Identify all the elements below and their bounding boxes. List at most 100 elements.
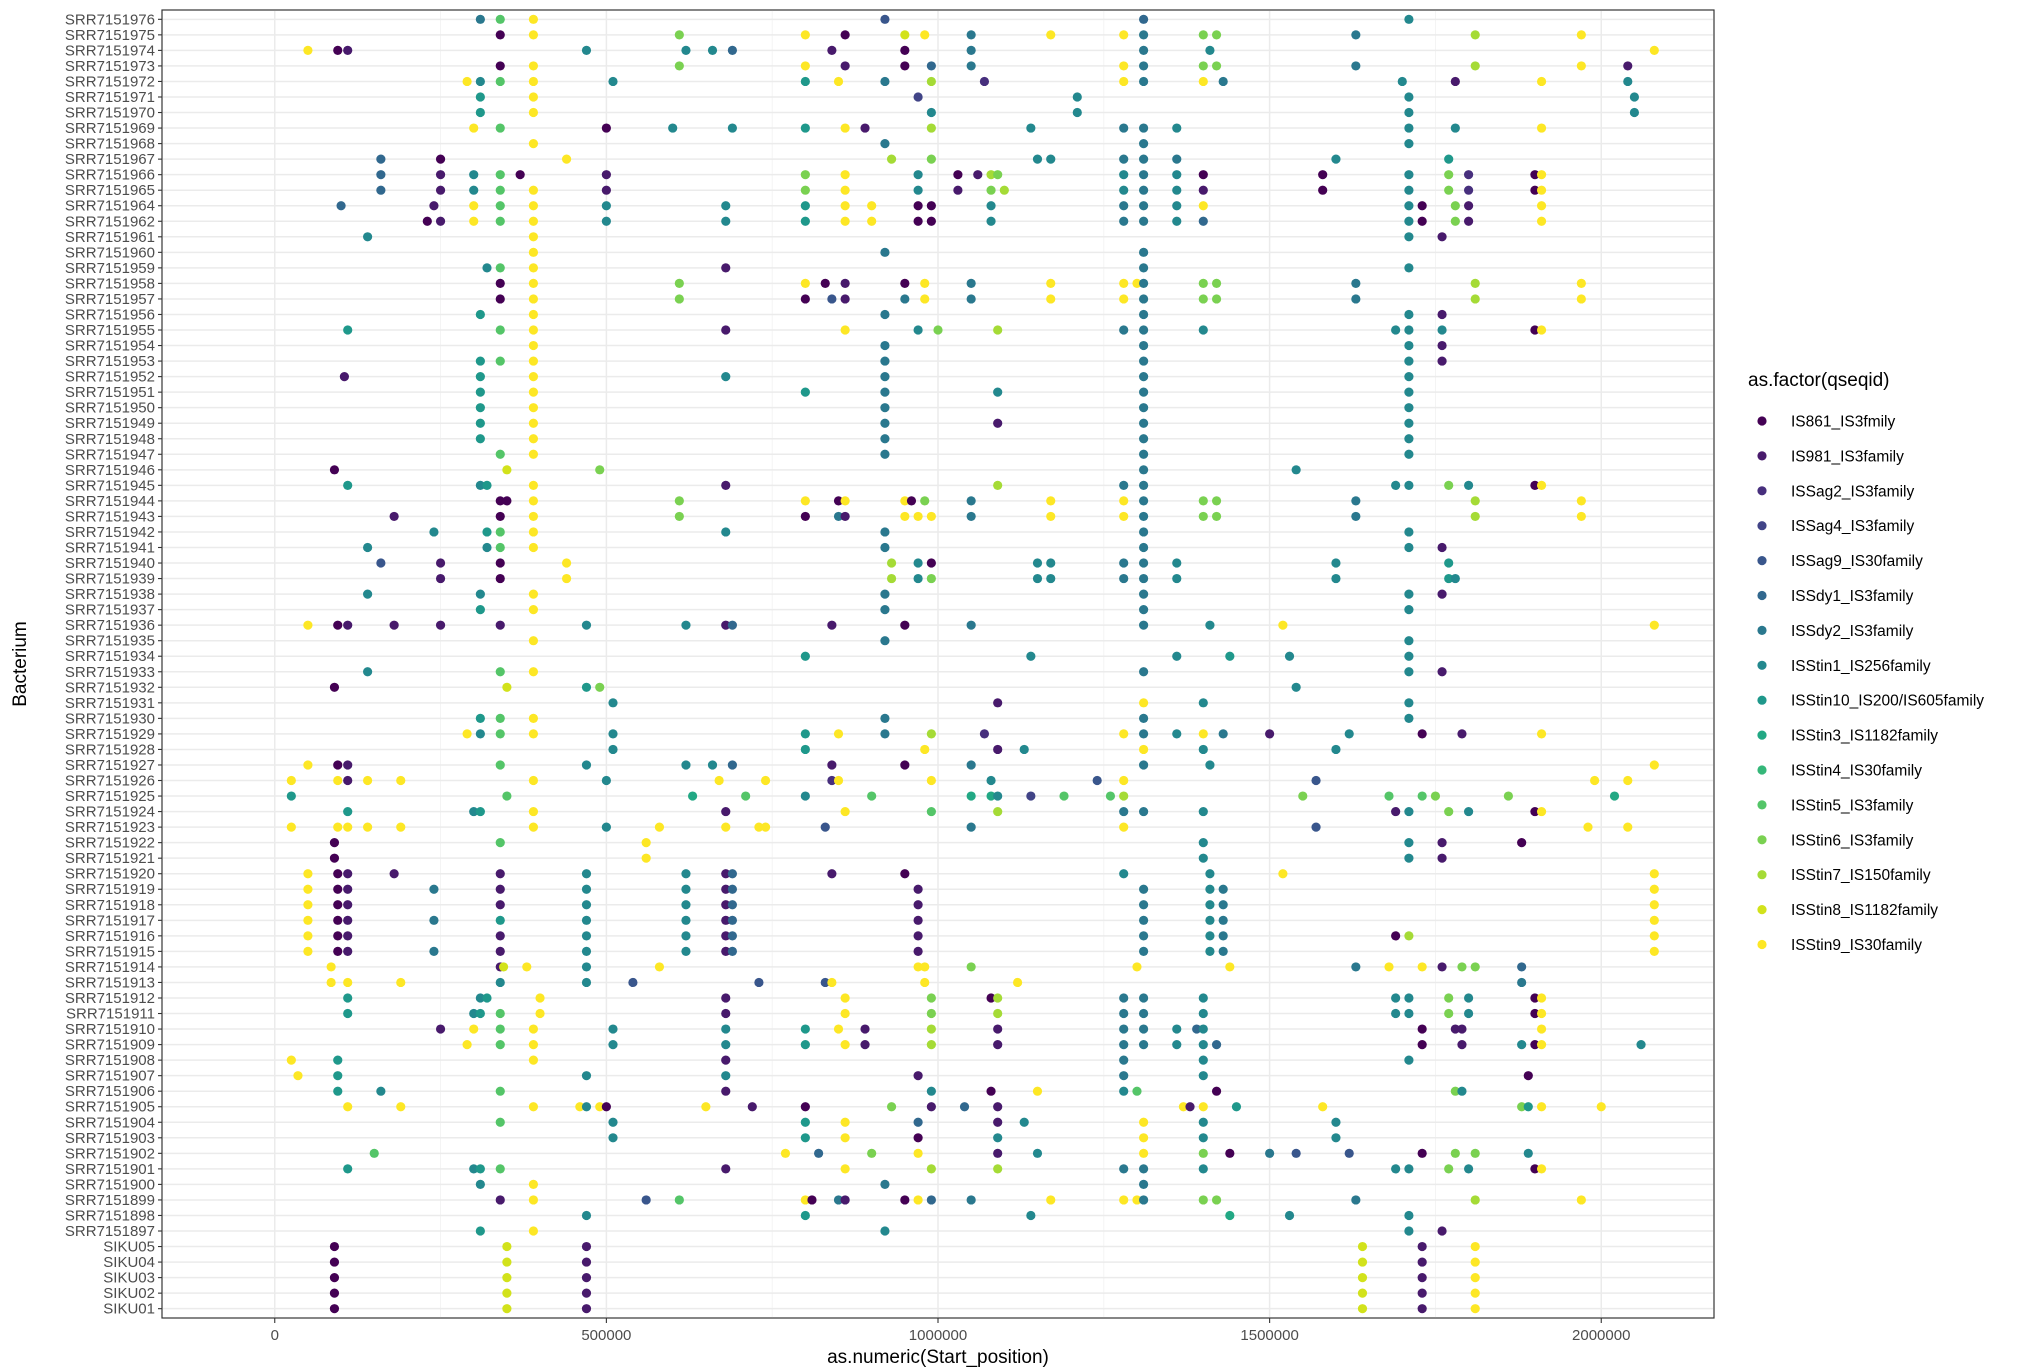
legend-label: ISSag9_IS30family: [1791, 553, 1923, 570]
data-point: [1517, 1039, 1527, 1050]
data-point: [333, 1086, 343, 1096]
y-tick-label: SRR7151912: [65, 990, 155, 1007]
data-point: [1444, 1008, 1454, 1019]
data-point: [1119, 170, 1129, 180]
grid-lines: [162, 10, 1714, 1318]
data-point: [1417, 216, 1427, 226]
data-point: [1265, 729, 1275, 739]
data-point: [1311, 822, 1321, 832]
data-point: [721, 806, 731, 817]
data-point: [1444, 185, 1454, 195]
data-point: [482, 527, 492, 537]
data-point: [1139, 620, 1149, 630]
data-point: [429, 915, 439, 925]
data-point: [1139, 993, 1149, 1003]
data-point: [840, 294, 850, 304]
data-point: [601, 822, 611, 832]
data-point: [1404, 107, 1414, 118]
data-point: [1178, 1102, 1189, 1112]
data-point: [1119, 1086, 1129, 1096]
data-point: [1139, 123, 1149, 133]
y-tick-label: SRR7151897: [65, 1223, 155, 1240]
data-point: [528, 480, 539, 490]
data-point: [840, 993, 850, 1003]
data-point: [721, 822, 731, 832]
data-point: [707, 45, 718, 55]
data-point: [1119, 61, 1129, 71]
x-tick-label: 500000: [581, 1327, 631, 1344]
data-point: [1649, 760, 1659, 770]
data-point: [1278, 869, 1288, 879]
data-point: [800, 278, 810, 289]
data-point: [1437, 853, 1447, 863]
data-point: [913, 185, 923, 195]
data-point: [820, 822, 830, 832]
data-point: [495, 325, 505, 335]
y-axis-ticks: SIKU01SIKU02SIKU03SIKU04SIKU05SRR7151897…: [65, 11, 162, 1318]
data-point: [1139, 247, 1149, 257]
data-point: [886, 573, 897, 584]
y-tick-label: SRR7151933: [65, 664, 155, 681]
data-point: [926, 1195, 936, 1205]
data-point: [495, 558, 505, 568]
data-point: [926, 1086, 936, 1096]
data-point: [429, 201, 439, 211]
y-tick-label: SRR7151925: [65, 788, 155, 805]
data-point: [1119, 294, 1129, 304]
data-point: [800, 30, 810, 40]
data-point: [581, 1102, 592, 1112]
data-point: [913, 325, 923, 335]
data-point: [1649, 620, 1659, 630]
data-point: [867, 201, 877, 211]
data-point: [721, 527, 731, 537]
data-point: [286, 822, 296, 832]
data-point: [329, 1288, 340, 1298]
data-point: [986, 216, 996, 226]
data-point: [435, 154, 446, 164]
data-point: [1404, 713, 1414, 723]
data-point: [528, 309, 539, 320]
data-point: [641, 853, 651, 863]
data-point: [1046, 294, 1056, 304]
data-point: [681, 884, 691, 894]
data-point: [595, 682, 605, 692]
data-point: [1463, 806, 1474, 817]
data-point: [1139, 434, 1149, 444]
y-tick-label: SRR7151948: [65, 431, 155, 448]
data-point: [363, 589, 373, 599]
data-point: [1437, 838, 1447, 848]
data-point: [1530, 480, 1540, 490]
data-point: [926, 1102, 936, 1112]
y-tick-label: SRR7151937: [65, 602, 155, 619]
data-point: [1623, 61, 1633, 71]
data-point: [1450, 76, 1460, 87]
data-point: [581, 962, 592, 972]
data-point: [1139, 480, 1149, 490]
data-point: [1404, 449, 1414, 459]
data-point: [1139, 387, 1149, 397]
data-point: [528, 138, 539, 149]
y-tick-label: SRR7151927: [65, 757, 155, 774]
data-point: [800, 729, 810, 739]
data-point: [1649, 931, 1659, 941]
data-point: [1119, 325, 1129, 335]
data-point: [880, 605, 890, 615]
data-point: [1404, 356, 1414, 366]
data-point: [1205, 45, 1215, 55]
data-point: [475, 806, 485, 817]
data-point: [482, 542, 492, 553]
data-point: [867, 791, 877, 801]
data-point: [800, 61, 810, 71]
data-point: [1523, 1102, 1533, 1112]
data-point: [840, 123, 850, 133]
data-point: [462, 76, 472, 87]
data-point: [495, 185, 505, 195]
data-point: [1344, 1148, 1354, 1158]
data-point: [528, 325, 539, 335]
data-point: [926, 216, 936, 226]
data-point: [1198, 1071, 1208, 1081]
data-point: [880, 1179, 890, 1190]
data-point: [495, 869, 505, 879]
y-tick-label: SRR7151929: [65, 726, 155, 743]
data-point: [1536, 993, 1547, 1003]
